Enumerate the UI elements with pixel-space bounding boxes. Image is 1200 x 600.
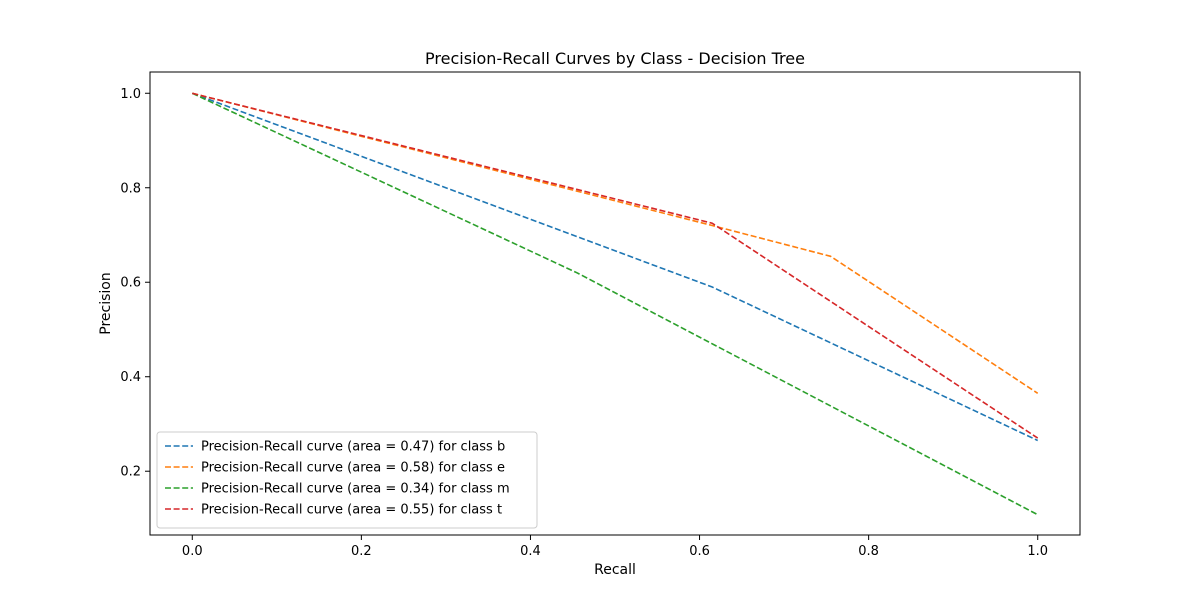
x-tick-label: 1.0 <box>1027 544 1048 559</box>
legend: Precision-Recall curve (area = 0.47) for… <box>156 431 538 529</box>
x-tick-label: 0.4 <box>520 544 541 559</box>
legend-entry-0: Precision-Recall curve (area = 0.47) for… <box>201 440 505 455</box>
chart-title: Precision-Recall Curves by Class - Decis… <box>425 49 805 68</box>
y-tick-label: 0.8 <box>120 181 141 196</box>
legend-entry-3: Precision-Recall curve (area = 0.55) for… <box>201 503 502 518</box>
y-tick-label: 0.4 <box>120 370 141 385</box>
x-tick-label: 0.8 <box>858 544 879 559</box>
x-tick-label: 0.0 <box>182 544 203 559</box>
y-tick-label: 0.2 <box>120 465 141 480</box>
series-line-0 <box>192 92 1039 442</box>
series-line-1 <box>192 92 1039 394</box>
y-axis: 0.2 0.4 0.6 0.8 1.0 <box>120 87 150 480</box>
series-lines <box>191 92 1039 516</box>
x-tick-label: 0.6 <box>689 544 710 559</box>
x-axis: 0.0 0.2 0.4 0.6 0.8 1.0 <box>182 535 1048 559</box>
legend-entry-2: Precision-Recall curve (area = 0.34) for… <box>201 482 510 497</box>
series-line-3 <box>192 92 1039 439</box>
y-tick-label: 0.6 <box>120 276 141 291</box>
series-line-2 <box>191 92 1039 516</box>
x-tick-label: 0.2 <box>351 544 372 559</box>
y-axis-label: Precision <box>98 272 114 334</box>
x-axis-label: Recall <box>594 562 636 578</box>
y-tick-label: 1.0 <box>120 87 141 102</box>
legend-box <box>156 431 538 529</box>
legend-entry-1: Precision-Recall curve (area = 0.58) for… <box>201 461 505 476</box>
